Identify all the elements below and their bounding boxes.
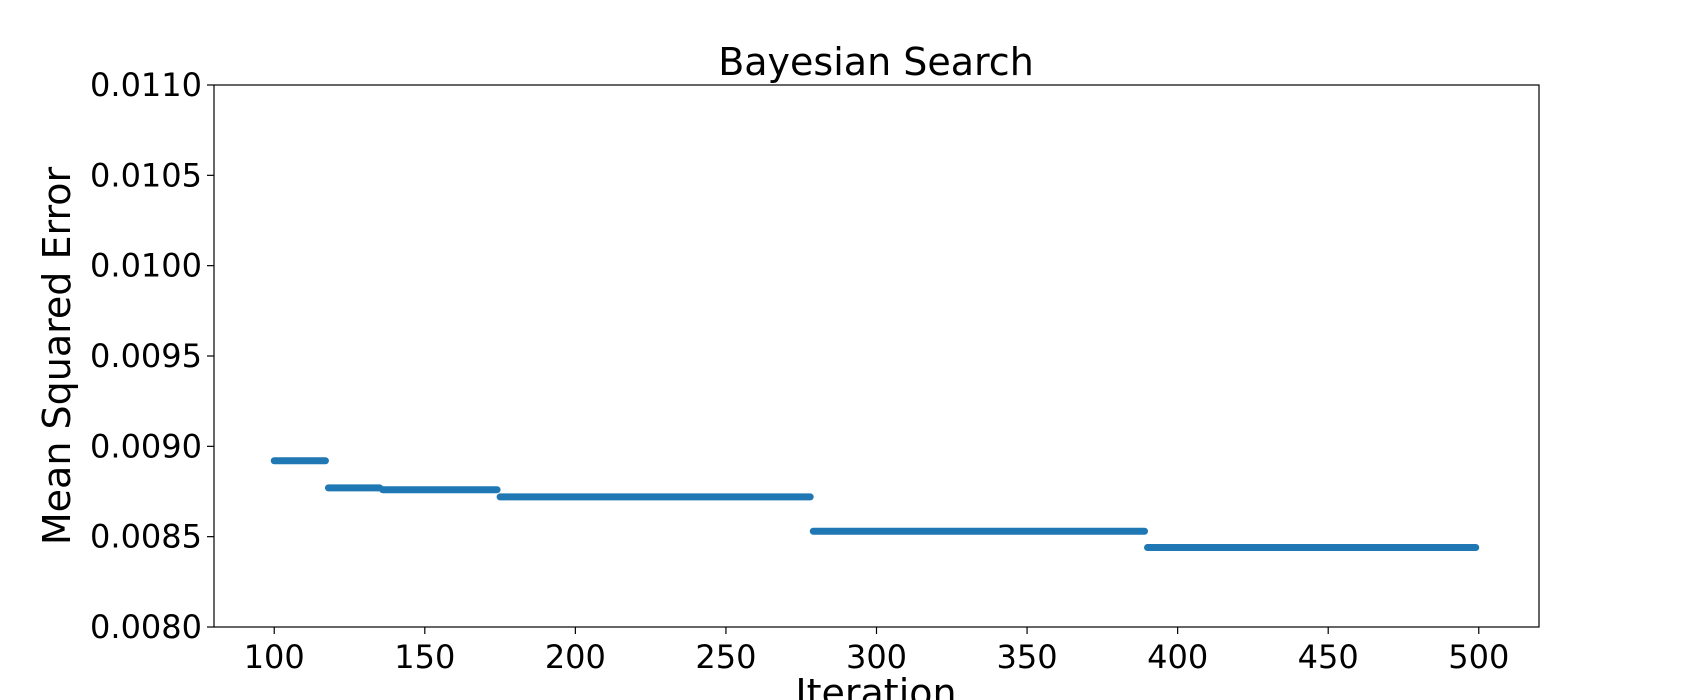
x-tick-label-6: 400 bbox=[1147, 638, 1208, 676]
x-tick-label-8: 500 bbox=[1448, 638, 1509, 676]
x-tick-label-5: 350 bbox=[997, 638, 1058, 676]
x-tick-label-3: 250 bbox=[695, 638, 756, 676]
y-tick-label-2: 0.0090 bbox=[90, 427, 202, 465]
chart-title: Bayesian Search bbox=[718, 40, 1034, 84]
x-tick-label-4: 300 bbox=[846, 638, 907, 676]
y-tick-label-0: 0.0080 bbox=[90, 608, 202, 646]
x-axis-title: Iteration bbox=[795, 671, 956, 700]
x-axis-ticks: 100 150 200 250 300 350 400 450 500 bbox=[244, 627, 1509, 676]
y-axis-title: Mean Squared Error bbox=[35, 167, 79, 546]
x-tick-label-0: 100 bbox=[244, 638, 305, 676]
x-tick-label-7: 450 bbox=[1298, 638, 1359, 676]
y-tick-label-6: 0.0110 bbox=[90, 66, 202, 104]
y-tick-label-3: 0.0095 bbox=[90, 337, 202, 375]
x-tick-label-2: 200 bbox=[545, 638, 606, 676]
y-axis-ticks: 0.0080 0.0085 0.0090 0.0095 0.0100 0.0105 0.01… bbox=[90, 66, 214, 646]
x-tick-label-1: 150 bbox=[394, 638, 455, 676]
y-tick-label-1: 0.0085 bbox=[90, 518, 202, 556]
data-marks bbox=[270, 457, 1480, 552]
y-tick-label-5: 0.0105 bbox=[90, 156, 202, 194]
y-tick-label-4: 0.0100 bbox=[90, 247, 202, 285]
